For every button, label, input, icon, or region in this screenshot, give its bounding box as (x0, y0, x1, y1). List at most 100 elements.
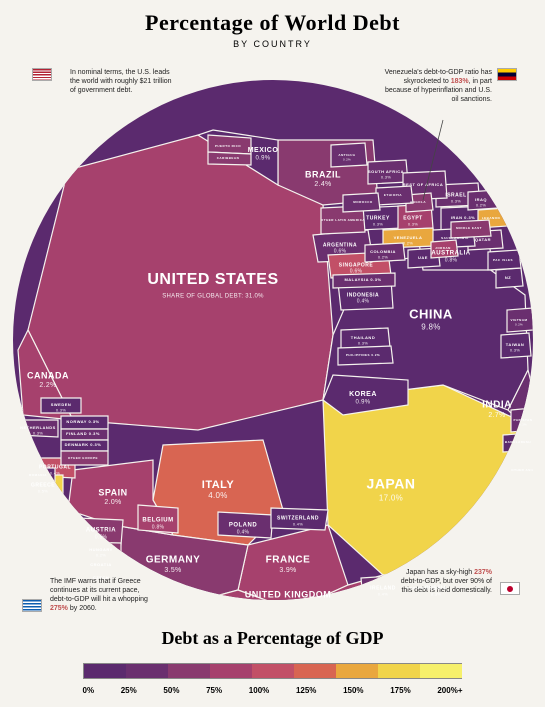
sublabel-indonesia: 0.4% (356, 299, 369, 305)
sublabel-spain: 2.0% (104, 499, 121, 506)
sublabel-austria: 0.5% (94, 534, 107, 540)
label-angola: ANGOLA (410, 200, 426, 204)
legend-segment (83, 663, 126, 679)
legend-segment (252, 663, 294, 679)
label-malaysia: MALAYSIA 0.3% (344, 277, 381, 282)
label-finland: FINLAND 0.3% (66, 431, 100, 436)
sublabel-singapore: 0.6% (349, 269, 362, 275)
sublabel-germany: 3.5% (164, 567, 181, 574)
label-australia: AUSTRALIA (431, 251, 470, 257)
legend-tick: 100% (249, 686, 269, 695)
label-romania: ROMANIA (29, 473, 47, 477)
legend-tick: 50% (163, 686, 179, 695)
sublabel-sweden: 0.3% (55, 408, 65, 413)
label-pac: PAC ISLES (492, 258, 512, 262)
label-caribbean: CARIBBEAN (216, 156, 239, 160)
page-subtitle: BY COUNTRY (0, 39, 545, 49)
label-bangladesh: BANGLADESH (504, 440, 530, 444)
legend-segment (336, 663, 378, 679)
page-title: Percentage of World Debt (0, 10, 545, 36)
flag-greece-icon (22, 599, 42, 612)
label-ukraine: UKRAINE (407, 586, 424, 590)
sublabel-pakistan: 0.3% (518, 423, 526, 427)
legend-tick: 125% (296, 686, 316, 695)
legend-segment (294, 663, 336, 679)
label-rest_africa: REST OF AFRICA (402, 182, 442, 187)
label-otherlatam: OTHER LATIN AMERICA (320, 218, 364, 222)
label-argentina: ARGENTINA (322, 242, 356, 248)
label-otherasia: OTHER ASIA (511, 468, 533, 472)
label-south_africa: SOUTH AFRICA (367, 169, 403, 174)
label-othereu: OTHER EUROPE (67, 456, 97, 460)
sublabel-italy: 4.0% (208, 491, 227, 500)
sublabel-israel: 0.3% (450, 199, 460, 204)
label-china: CHINA (409, 306, 453, 321)
label-hungary: HUNGARY (89, 547, 113, 552)
label-turkey: TURKEY (366, 215, 390, 221)
label-saudi: SAUDI ARABIA (441, 236, 469, 240)
label-croatia: CROATIA (90, 562, 111, 567)
label-czech: CZECH (92, 575, 108, 580)
legend-tick: 150% (343, 686, 363, 695)
label-canada: CANADA (27, 370, 69, 380)
chart-svg: UNITED STATESSHARE OF GLOBAL DEBT: 31.0%… (13, 80, 533, 600)
legend-segment (210, 663, 252, 679)
label-portugal: PORTUGAL (38, 464, 70, 470)
label-iran: IRAN 0.3% (450, 215, 475, 220)
label-korea: KOREA (349, 391, 377, 398)
sublabel-poland: 0.4% (236, 529, 249, 535)
label-indonesia: INDONESIA (346, 292, 378, 298)
label-egypt: EGYPT (403, 215, 422, 221)
legend-tick: 75% (206, 686, 222, 695)
sublabel-mexico: 0.9% (255, 155, 270, 161)
label-india: INDIA (482, 400, 512, 411)
label-united_states: UNITED STATES (147, 271, 278, 288)
label-russia: RUSSIA (425, 585, 447, 591)
sublabel-netherlands: 0.3% (32, 431, 42, 436)
sublabel-india: 2.7% (488, 412, 505, 419)
sublabel-greece: 0.5% (37, 489, 47, 494)
sublabel-japan: 17.0% (378, 494, 402, 503)
label-venezuela: VENEZUELA (393, 235, 422, 240)
label-antigua: ANTIGUA (338, 153, 355, 157)
sublabel-venezuela: 0.2% (402, 241, 412, 246)
label-nz: NZ (504, 275, 510, 280)
label-mexico: MEXICO (247, 147, 278, 154)
legend-bar (83, 663, 463, 679)
sublabel-belgium: 0.8% (151, 524, 164, 530)
legend-tick: 200%+ (437, 686, 462, 695)
legend-segment (126, 663, 168, 679)
label-taiwan: TAIWAN (505, 342, 523, 347)
label-brazil: BRAZIL (305, 169, 341, 179)
label-philippines: PHILIPPINES 0.2% (345, 353, 379, 357)
sublabel-korea: 0.9% (355, 399, 370, 405)
sublabel-argentina: 0.6% (333, 249, 346, 255)
legend-segment (378, 663, 420, 679)
sublabel-ireland: 0.4% (377, 592, 387, 597)
sublabel-antigua: 0.2% (342, 158, 350, 162)
label-thailand: THAILAND (350, 335, 374, 340)
label-sweden: SWEDEN (50, 402, 71, 407)
label-germany: GERMANY (145, 555, 200, 566)
label-denmark: DENMARK 0.3% (64, 442, 101, 447)
sublabel-taiwan: 0.3% (509, 348, 519, 353)
legend-tick: 175% (390, 686, 410, 695)
legend-tick: 25% (121, 686, 137, 695)
sublabel-turkey: 0.3% (372, 222, 382, 227)
label-vietnam: VIETNAM (510, 318, 527, 322)
label-ireland: IRELAND (370, 585, 396, 591)
sublabel-canada: 2.2% (39, 382, 56, 389)
legend-tick: 0% (83, 686, 95, 695)
legend-segment (168, 663, 210, 679)
label-pakistan: PAKISTAN (513, 418, 532, 422)
sublabel-vietnam: 0.2% (514, 323, 522, 327)
label-spain: SPAIN (98, 487, 127, 497)
label-italy: ITALY (201, 479, 234, 491)
label-middleeast: MIDDLE EAST (456, 226, 482, 230)
sublabel-hungary: 0.2% (95, 553, 105, 558)
label-belgium: BELGIUM (142, 518, 173, 524)
label-netherlands: NETHERLANDS (20, 425, 56, 430)
label-ethiopia: ETHIOPIA (383, 193, 402, 197)
legend-ticks: 0% 25% 50% 75% 100% 125% 150% 175% 200%+ (83, 686, 463, 695)
label-japan: JAPAN (366, 476, 415, 492)
